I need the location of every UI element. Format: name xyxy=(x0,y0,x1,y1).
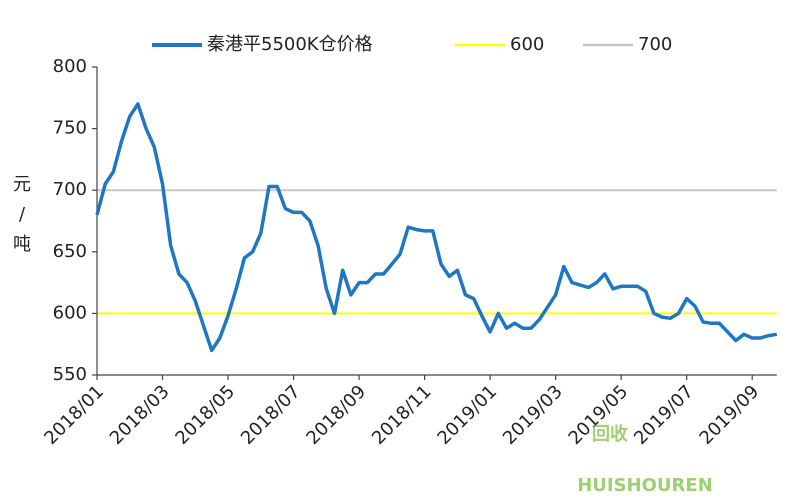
y-axis-label: 元/吨 xyxy=(13,174,31,255)
y-tick-label: 800 xyxy=(53,56,87,77)
y-tick-label: 750 xyxy=(53,118,87,139)
x-tick-label: 2018/05 xyxy=(171,381,239,449)
y-tick-label: 700 xyxy=(53,179,87,200)
watermark: 回收 HUISHOUREN xyxy=(577,423,713,496)
x-tick-label: 2018/03 xyxy=(106,381,174,449)
x-tick-label: 2019/01 xyxy=(433,381,501,449)
y-tick-label: 650 xyxy=(53,241,87,262)
legend-label: 700 xyxy=(638,34,672,55)
y-tick-label: 550 xyxy=(53,364,87,385)
x-tick-label: 2019/07 xyxy=(630,381,698,449)
legend-label: 秦港平5500K仓价格 xyxy=(207,34,373,55)
x-tick-label: 2019/03 xyxy=(499,381,567,449)
x-tick-label: 2018/01 xyxy=(40,381,108,449)
watermark-text: HUISHOUREN xyxy=(577,475,713,496)
legend-label: 600 xyxy=(510,34,544,55)
watermark-logo: 回收 xyxy=(592,423,628,445)
x-tick-label: 2018/07 xyxy=(237,381,305,449)
y-tick-label: 600 xyxy=(53,302,87,323)
x-tick-label: 2018/11 xyxy=(368,381,436,449)
x-tick-label: 2018/09 xyxy=(302,381,370,449)
data-line xyxy=(95,102,778,353)
x-tick-label: 2019/09 xyxy=(696,381,764,449)
